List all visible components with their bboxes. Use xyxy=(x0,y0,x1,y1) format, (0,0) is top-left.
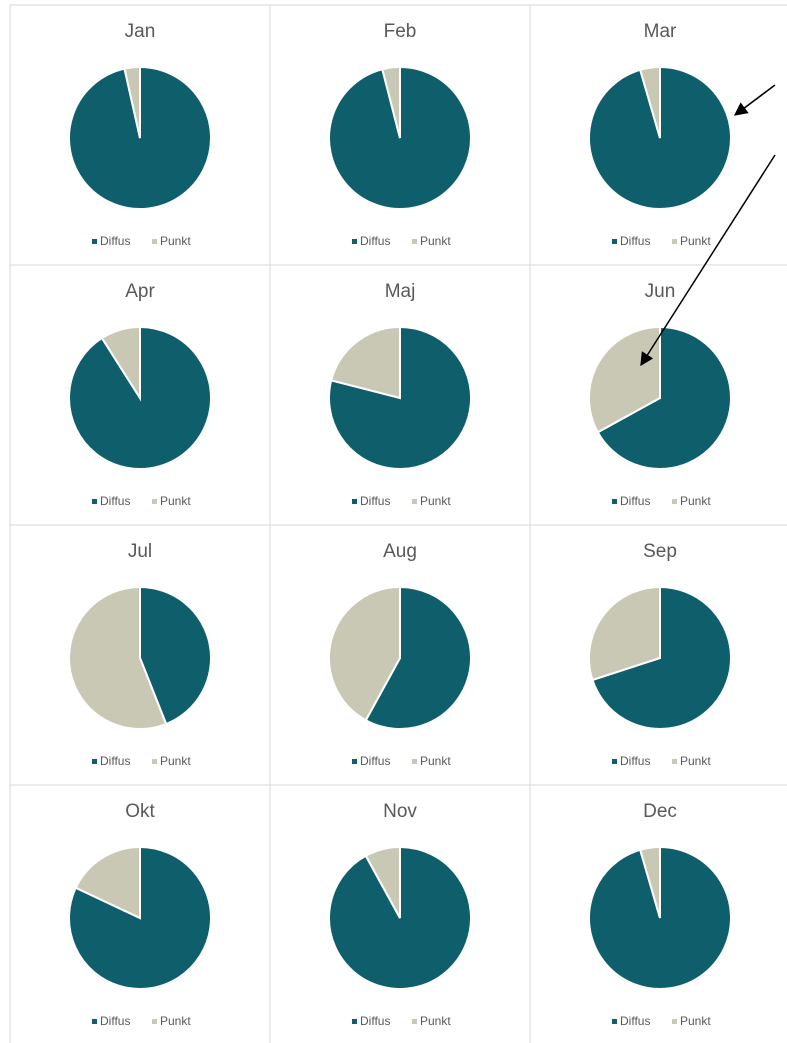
legend-label: Diffus xyxy=(360,234,390,248)
pie-slice xyxy=(330,325,401,400)
chart-title: Aug xyxy=(383,541,417,562)
legend-marker xyxy=(152,759,157,764)
legend-marker xyxy=(352,499,357,504)
legend-marker xyxy=(352,239,357,244)
legend-label: Diffus xyxy=(100,234,130,248)
legend-label: Diffus xyxy=(620,754,650,768)
legend-marker xyxy=(152,239,157,244)
legend-marker xyxy=(92,499,97,504)
pie-slice xyxy=(596,325,732,470)
pie-slice xyxy=(123,65,141,139)
legend-label: Diffus xyxy=(360,1014,390,1028)
chart-title: Jul xyxy=(128,541,152,562)
legend-marker xyxy=(92,239,97,244)
chart-title: Nov xyxy=(383,801,417,822)
pie-slice xyxy=(381,65,401,139)
chart-title: Mar xyxy=(644,21,677,42)
legend-marker xyxy=(152,499,157,504)
chart-title: Feb xyxy=(384,21,417,42)
legend-marker xyxy=(672,759,677,764)
legend-label: Punkt xyxy=(420,1014,451,1028)
legend-label: Diffus xyxy=(620,234,650,248)
legend-marker xyxy=(412,239,417,244)
chart-title: Apr xyxy=(125,281,155,302)
pie-slice xyxy=(139,585,212,726)
pie-slice xyxy=(100,325,141,402)
legend-marker xyxy=(352,1019,357,1024)
legend-marker xyxy=(412,1019,417,1024)
legend-marker xyxy=(352,759,357,764)
legend-label: Punkt xyxy=(160,234,191,248)
arrow xyxy=(733,84,776,116)
chart-title: Dec xyxy=(643,801,677,822)
legend-label: Diffus xyxy=(620,494,650,508)
legend-marker xyxy=(612,499,617,504)
legend-marker xyxy=(412,499,417,504)
legend-marker xyxy=(612,759,617,764)
pie-slice xyxy=(638,65,661,139)
legend-label: Punkt xyxy=(680,1014,711,1028)
legend-label: Punkt xyxy=(160,1014,191,1028)
legend-label: Diffus xyxy=(360,494,390,508)
legend-label: Diffus xyxy=(100,754,130,768)
legend-label: Diffus xyxy=(100,494,130,508)
legend-marker xyxy=(412,759,417,764)
pie-slice xyxy=(364,585,472,730)
legend-marker xyxy=(672,1019,677,1024)
legend-label: Punkt xyxy=(680,494,711,508)
legend-label: Punkt xyxy=(160,494,191,508)
legend-marker xyxy=(612,239,617,244)
chart-title: Maj xyxy=(385,281,416,302)
chart-title: Okt xyxy=(125,801,155,822)
legend-marker xyxy=(672,499,677,504)
chart-title: Jun xyxy=(645,281,676,302)
arrow xyxy=(640,154,776,367)
pie-slice xyxy=(74,845,141,920)
legend-marker xyxy=(92,759,97,764)
legend-marker xyxy=(672,239,677,244)
legend-label: Punkt xyxy=(420,494,451,508)
pie-slice xyxy=(68,585,168,730)
legend-label: Punkt xyxy=(160,754,191,768)
legend-label: Diffus xyxy=(620,1014,650,1028)
chart-title: Sep xyxy=(643,541,677,562)
legend-label: Punkt xyxy=(420,754,451,768)
charts: Jan Diffus Punkt Feb Diffus Punkt Mar Diffus Pun… xyxy=(9,4,787,1043)
legend-marker xyxy=(92,1019,97,1024)
chart-title: Jan xyxy=(125,21,156,42)
legend-marker xyxy=(612,1019,617,1024)
pie-slice xyxy=(638,845,661,919)
legend-label: Punkt xyxy=(680,754,711,768)
chart-cell xyxy=(529,784,787,1043)
pie-slice xyxy=(591,585,732,730)
legend-label: Diffus xyxy=(100,1014,130,1028)
legend-marker xyxy=(152,1019,157,1024)
pie-slice xyxy=(328,585,401,722)
pie-slice xyxy=(364,845,401,919)
pie-slice xyxy=(588,585,661,682)
legend-label: Diffus xyxy=(360,754,390,768)
legend-label: Punkt xyxy=(420,234,451,248)
legend-label: Punkt xyxy=(680,234,711,248)
